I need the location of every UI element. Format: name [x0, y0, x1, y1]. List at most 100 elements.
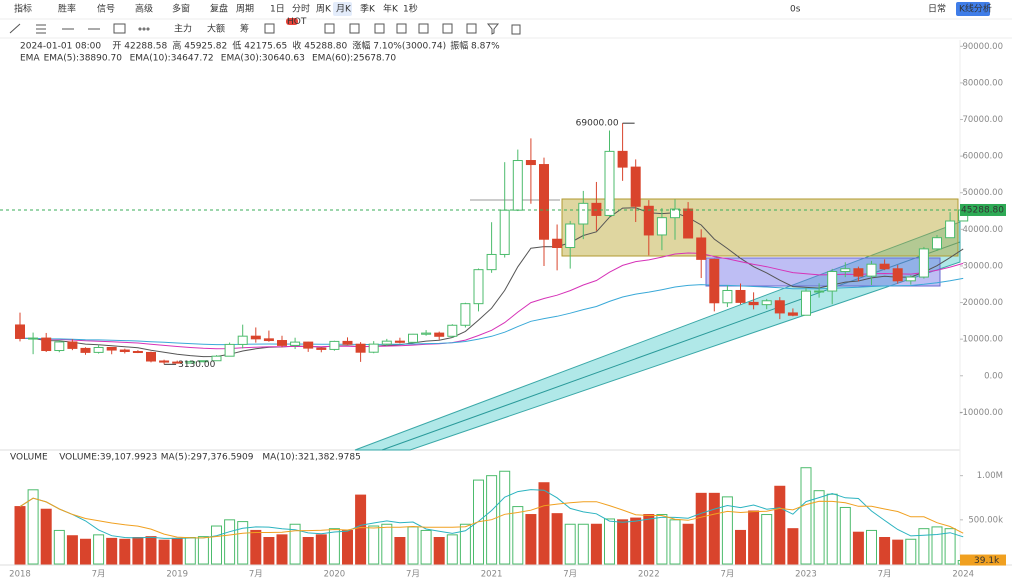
- toolbar-item[interactable]: 信号: [97, 3, 115, 15]
- candle-body: [421, 332, 432, 335]
- candle-body: [656, 217, 667, 236]
- volume-bar: [839, 506, 851, 565]
- candle-body: [774, 300, 785, 314]
- price-tag-bg: [960, 203, 1006, 216]
- toolbar-item[interactable]: 周期: [236, 4, 254, 15]
- candle-body: [277, 340, 287, 346]
- toolbar-item[interactable]: 复盘: [210, 3, 228, 15]
- candle-body: [552, 238, 563, 249]
- volume-bar: [525, 514, 537, 565]
- candle-body: [237, 335, 248, 345]
- volume-bar: [145, 536, 157, 565]
- candle-body: [486, 253, 497, 271]
- candle-body: [185, 361, 196, 364]
- toolbar-item[interactable]: 1日: [270, 4, 285, 15]
- volume-bar: [381, 523, 393, 565]
- toolbar-item[interactable]: 大额: [207, 23, 225, 35]
- y-tick-label: 70000.00: [962, 115, 1003, 125]
- toolbar-item[interactable]: 周K: [316, 4, 332, 15]
- toolbar-item[interactable]: 筹: [240, 23, 249, 35]
- volume-bar: [892, 539, 904, 565]
- volume-bar: [721, 496, 733, 565]
- active-period-bg: [333, 2, 352, 16]
- y-tick-label: 40000.00: [962, 225, 1003, 235]
- candle-body: [473, 269, 484, 305]
- volume-bar: [459, 523, 471, 565]
- candle-body: [630, 166, 641, 207]
- candle-body: [696, 237, 707, 260]
- y-tick-label: 60000.00: [962, 152, 1003, 162]
- ema-legend: EMA(60):25678.70: [312, 54, 396, 64]
- x-tick-label: 7月: [92, 570, 106, 580]
- ema-legend: EMA(10):34647.72: [130, 54, 214, 64]
- ohlc-legend: 涨幅 7.10%(3000.74): [352, 40, 446, 52]
- volume-bar: [224, 519, 236, 565]
- candle-body: [132, 351, 143, 354]
- toolbar-item[interactable]: 多窗: [172, 3, 190, 15]
- toolbar-item[interactable]: 日常: [928, 3, 946, 15]
- candle-body: [853, 268, 864, 277]
- candle-body: [198, 360, 209, 363]
- candle-body: [827, 271, 838, 292]
- volume-bar: [250, 529, 262, 565]
- volume-bar: [197, 536, 209, 565]
- volume-bar: [826, 493, 838, 565]
- ema-line: [20, 252, 964, 350]
- toolbar-item[interactable]: 胜率: [58, 3, 76, 15]
- candle-body: [565, 223, 576, 249]
- volume-bar: [656, 514, 668, 565]
- x-tick-label: 7月: [878, 570, 892, 580]
- toolbar-item[interactable]: 指标: [14, 3, 32, 15]
- y-tick-label: 80000.00: [962, 78, 1003, 88]
- volume-bar: [237, 521, 249, 565]
- volume-legend: MA(5):297,376.5909: [161, 453, 254, 463]
- candle-body: [342, 340, 353, 345]
- toolbar-item[interactable]: 高级: [135, 3, 153, 15]
- analysis-button-bg[interactable]: [956, 2, 990, 16]
- candle-body: [814, 290, 825, 293]
- ohlc-legend: 振幅 8.87%: [450, 40, 500, 52]
- volume-bar: [40, 508, 52, 565]
- candle-body: [67, 341, 78, 349]
- x-tick-label: 2022: [638, 570, 660, 580]
- toolbar-item[interactable]: 年K: [383, 3, 399, 15]
- range-box: [561, 198, 959, 257]
- candle-body: [263, 338, 274, 342]
- candle-body: [159, 360, 170, 363]
- toolbar-item[interactable]: 季K: [360, 3, 376, 15]
- volume-bar: [263, 537, 275, 565]
- x-tick-label: 7月: [406, 570, 420, 580]
- toolbar-item[interactable]: 月K: [336, 4, 352, 15]
- volume-tag: 39.1k: [974, 556, 1000, 566]
- volume-bar: [512, 506, 524, 565]
- volume-bar: [93, 534, 105, 565]
- volume-bar: [905, 538, 917, 565]
- volume-bar: [708, 492, 720, 565]
- volume-bar: [669, 519, 681, 565]
- toolbar-item[interactable]: 分时: [292, 3, 310, 15]
- volume-bar: [289, 523, 301, 565]
- x-tick-label: 7月: [720, 570, 734, 580]
- volume-bar: [879, 537, 891, 565]
- toolbar-item[interactable]: 1秒: [403, 3, 418, 15]
- candle-body: [119, 349, 130, 353]
- volume-bar: [761, 514, 773, 565]
- volume-bar: [577, 523, 589, 565]
- candle-body: [512, 160, 523, 211]
- ema-line: [20, 207, 964, 358]
- candle-body: [801, 290, 811, 316]
- annotation: 3130.00: [178, 360, 215, 370]
- toolbar-item[interactable]: 主力: [174, 23, 192, 35]
- candle-body: [250, 335, 261, 340]
- volume-bar: [538, 482, 550, 565]
- candle-body: [683, 208, 694, 239]
- volume-bar: [918, 528, 930, 565]
- candle-body: [617, 150, 628, 168]
- volume-bar: [643, 514, 655, 565]
- toolbar-item[interactable]: K线分析: [959, 3, 992, 15]
- ohlc-legend: 高 45925.82: [172, 40, 227, 52]
- volume-bar: [407, 526, 419, 565]
- ema-legend: EMA(30):30640.63: [221, 54, 305, 64]
- toolbar-item[interactable]: 0s: [790, 5, 801, 15]
